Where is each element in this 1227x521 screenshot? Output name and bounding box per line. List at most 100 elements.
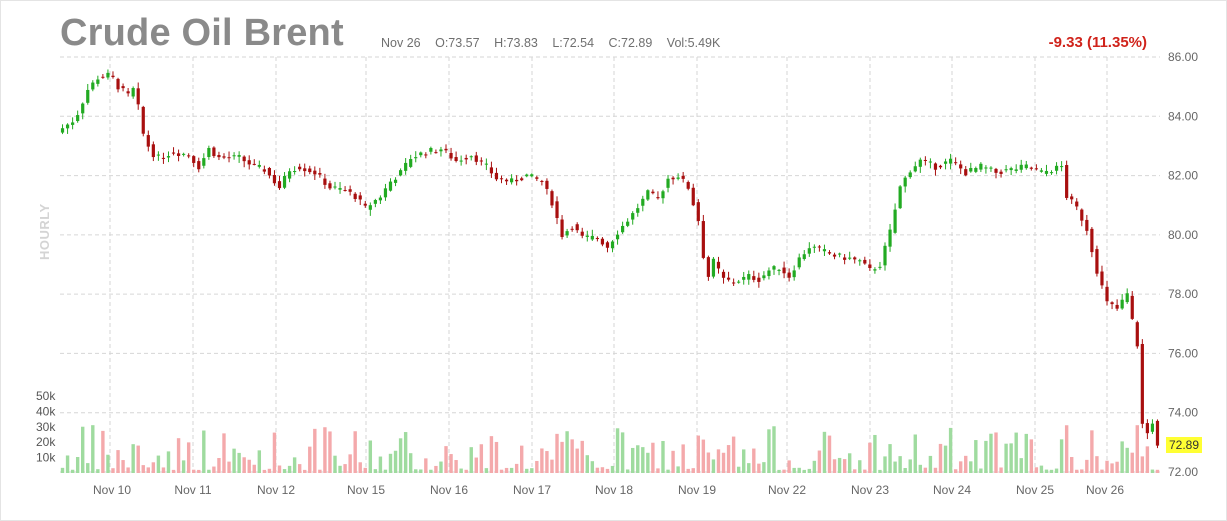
volume-bar	[1135, 425, 1139, 473]
volume-bar	[101, 430, 105, 473]
volume-bar	[1145, 446, 1150, 473]
candle-body	[716, 261, 721, 269]
volume-bar	[525, 468, 529, 473]
candle-body	[459, 160, 463, 162]
volume-bar	[1069, 457, 1074, 473]
volume-bar	[358, 462, 362, 473]
volume-bar	[736, 466, 741, 473]
volume-bar	[247, 459, 251, 473]
readout-low: L:72.54	[552, 36, 595, 50]
candle-body	[1120, 299, 1124, 309]
volume-bar	[873, 434, 877, 473]
candle-body	[595, 238, 599, 240]
candle-body	[832, 254, 837, 257]
candle-body	[494, 172, 499, 180]
candle-body	[515, 179, 519, 182]
candle-body	[979, 163, 983, 170]
candle-body	[247, 160, 251, 165]
x-tick-label: Nov 22	[768, 483, 806, 497]
volume-bar	[686, 468, 690, 473]
candle-body	[353, 193, 357, 200]
candle-body	[187, 155, 191, 157]
y-tick-label: 74.00	[1168, 406, 1198, 420]
x-tick-label: Nov 19	[678, 483, 716, 497]
candle-body	[151, 144, 155, 158]
volume-bar	[747, 463, 751, 473]
candle-body	[843, 257, 847, 260]
volume-bar	[514, 463, 519, 473]
volume-bar	[323, 427, 327, 473]
candle-body	[101, 76, 105, 78]
volume-bar	[333, 455, 337, 473]
volume-bar	[1014, 432, 1018, 473]
volume-bar	[494, 441, 499, 473]
volume-bar	[136, 445, 140, 473]
volume-bar	[1004, 443, 1008, 473]
volume-bar	[661, 440, 665, 473]
candle-body	[737, 281, 741, 283]
price-axis: 72.00 74.00 76.00 78.00 80.00 82.00 84.00 86.00	[1168, 50, 1198, 479]
candle-body	[171, 152, 176, 154]
x-tick-label: Nov 24	[933, 483, 971, 497]
volume-bar	[958, 461, 963, 473]
candle-body	[388, 181, 393, 191]
volume-bar	[681, 444, 685, 473]
candle-body	[197, 161, 201, 170]
candle-body	[91, 82, 95, 90]
candle-body	[580, 231, 584, 236]
candle-body	[1115, 304, 1119, 309]
volume-bar	[1130, 452, 1134, 473]
volume-bar	[787, 460, 791, 473]
candle-body	[943, 161, 948, 164]
candle-body	[1070, 196, 1074, 200]
volume-bar	[207, 469, 211, 473]
candle-body	[974, 168, 978, 172]
volume-bar	[429, 469, 433, 473]
volume-bar	[111, 468, 115, 473]
volume-bar	[918, 464, 923, 473]
candle-body	[762, 275, 766, 279]
volume-bar	[666, 469, 670, 473]
volume-bar	[479, 444, 484, 473]
candle-body	[903, 177, 907, 187]
candle-body	[681, 175, 685, 179]
volume-bar	[600, 467, 605, 473]
candle-body	[303, 168, 307, 172]
candle-body	[111, 75, 115, 78]
candle-body	[1105, 286, 1109, 302]
volume-bar	[822, 431, 827, 473]
volume-bar	[1155, 469, 1160, 473]
candle-body	[999, 171, 1003, 174]
volume-bar	[999, 467, 1003, 473]
candle-body	[106, 72, 110, 78]
volume-bar	[408, 453, 413, 473]
candle-body	[96, 79, 100, 84]
candle-body	[464, 157, 468, 160]
volume-bar	[489, 436, 494, 473]
volume-bar	[504, 467, 509, 473]
volume-bar	[378, 456, 383, 473]
volume-bar	[605, 468, 610, 473]
candle-body	[691, 187, 695, 206]
volume-bar	[777, 469, 781, 473]
y-tick-label: 82.00	[1168, 169, 1198, 183]
volume-bar	[530, 468, 534, 473]
candle-body	[116, 78, 120, 90]
volume-bar	[812, 460, 817, 473]
candle-body	[1145, 423, 1149, 434]
volume-tick-label: 10k	[36, 451, 56, 465]
candle-body	[797, 257, 801, 268]
candle-body	[631, 213, 635, 220]
volume-bar	[202, 430, 206, 473]
volume-bar	[176, 438, 181, 473]
candle-body	[928, 161, 933, 163]
volume-bar	[1049, 469, 1054, 473]
candle-body	[646, 190, 650, 200]
volume-bar	[65, 455, 70, 473]
candle-body	[590, 235, 594, 240]
candle-body	[676, 177, 680, 179]
candle-body	[419, 152, 423, 156]
candle-body	[777, 269, 781, 271]
candle-body	[530, 174, 534, 177]
